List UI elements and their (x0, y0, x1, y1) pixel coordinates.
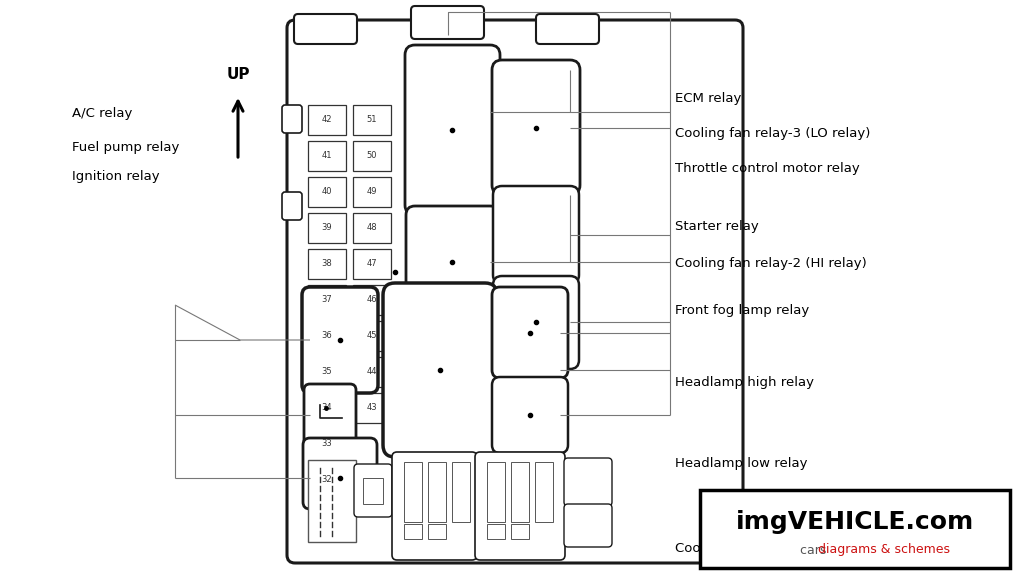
Bar (511, 524, 529, 539)
Text: 46: 46 (367, 295, 377, 305)
Text: Fuel pump relay: Fuel pump relay (72, 142, 179, 154)
FancyBboxPatch shape (493, 276, 579, 369)
Text: 35: 35 (322, 368, 333, 376)
Bar (535, 462, 553, 522)
Text: 50: 50 (367, 151, 377, 161)
Bar (353, 141, 391, 171)
Text: Headlamp low relay: Headlamp low relay (675, 458, 808, 470)
Text: 38: 38 (322, 259, 333, 269)
FancyBboxPatch shape (354, 464, 392, 517)
FancyBboxPatch shape (564, 458, 612, 506)
Text: 45: 45 (367, 332, 377, 340)
Bar (353, 321, 391, 351)
Text: diagrams & schemes: diagrams & schemes (818, 543, 950, 556)
Bar (700, 490, 1010, 568)
FancyBboxPatch shape (492, 60, 580, 195)
Bar (308, 429, 346, 459)
Bar (487, 524, 505, 539)
Text: 49: 49 (367, 187, 377, 197)
FancyBboxPatch shape (392, 452, 477, 560)
Text: ECM relay: ECM relay (675, 92, 741, 105)
Text: Cooling fan relay-1 (HI relay): Cooling fan relay-1 (HI relay) (675, 542, 866, 554)
Text: Ignition relay: Ignition relay (72, 171, 160, 183)
Text: 48: 48 (367, 223, 377, 233)
Text: 44: 44 (367, 368, 377, 376)
Text: 43: 43 (367, 404, 377, 412)
Bar (308, 141, 346, 171)
FancyBboxPatch shape (303, 438, 377, 509)
Text: 36: 36 (322, 332, 333, 340)
Bar (404, 462, 422, 522)
Text: 39: 39 (322, 223, 333, 233)
Bar (353, 285, 391, 315)
Text: Cooling fan relay-3 (LO relay): Cooling fan relay-3 (LO relay) (675, 127, 870, 140)
Bar (308, 105, 346, 135)
Bar (353, 357, 391, 387)
Text: Cooling fan relay-2 (HI relay): Cooling fan relay-2 (HI relay) (675, 258, 866, 270)
Bar (353, 393, 391, 423)
Bar (353, 177, 391, 207)
Text: 51: 51 (367, 115, 377, 125)
FancyBboxPatch shape (383, 283, 497, 457)
Text: 33: 33 (322, 440, 333, 448)
Bar (404, 524, 422, 539)
FancyBboxPatch shape (406, 206, 499, 319)
FancyBboxPatch shape (492, 377, 568, 453)
Text: UP: UP (226, 67, 250, 82)
Bar (308, 465, 346, 495)
Text: 41: 41 (322, 151, 332, 161)
Bar (353, 105, 391, 135)
Text: Starter relay: Starter relay (675, 220, 759, 233)
FancyBboxPatch shape (294, 14, 357, 44)
Text: 42: 42 (322, 115, 332, 125)
FancyBboxPatch shape (536, 14, 599, 44)
Text: cars: cars (800, 543, 830, 556)
Text: A/C relay: A/C relay (72, 107, 132, 119)
Bar (308, 460, 356, 542)
FancyBboxPatch shape (304, 384, 356, 446)
Text: 32: 32 (322, 476, 333, 484)
FancyBboxPatch shape (493, 186, 579, 284)
FancyBboxPatch shape (411, 6, 484, 39)
Text: 47: 47 (367, 259, 377, 269)
Text: 34: 34 (322, 404, 333, 412)
Bar (362, 478, 383, 504)
Bar (353, 249, 391, 279)
Text: Headlamp high relay: Headlamp high relay (675, 376, 814, 389)
Bar (308, 285, 346, 315)
FancyBboxPatch shape (406, 45, 500, 215)
Bar (452, 462, 470, 522)
Bar (511, 462, 529, 522)
FancyBboxPatch shape (287, 20, 743, 563)
Bar (308, 249, 346, 279)
Bar (353, 213, 391, 243)
Bar (308, 393, 346, 423)
Bar (487, 462, 505, 522)
Bar (308, 213, 346, 243)
Text: 37: 37 (322, 295, 333, 305)
Bar (308, 321, 346, 351)
Text: Front fog lamp relay: Front fog lamp relay (675, 304, 809, 317)
Bar (428, 524, 446, 539)
Bar (428, 462, 446, 522)
Text: Throttle control motor relay: Throttle control motor relay (675, 162, 860, 175)
FancyBboxPatch shape (282, 192, 302, 220)
FancyBboxPatch shape (282, 105, 302, 133)
FancyBboxPatch shape (302, 287, 378, 393)
FancyBboxPatch shape (564, 504, 612, 547)
FancyBboxPatch shape (492, 287, 568, 378)
Bar (308, 357, 346, 387)
Bar (308, 177, 346, 207)
FancyBboxPatch shape (475, 452, 565, 560)
Text: imgVEHICLE.com: imgVEHICLE.com (736, 510, 974, 534)
Text: 40: 40 (322, 187, 332, 197)
